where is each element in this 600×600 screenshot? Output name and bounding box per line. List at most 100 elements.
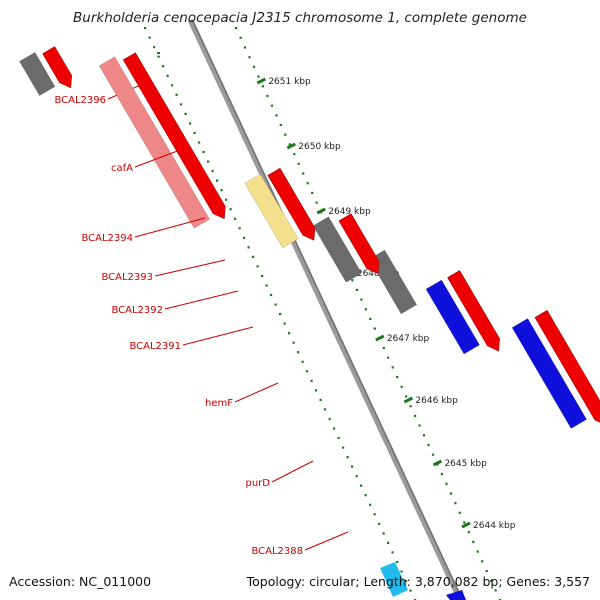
- outer-dotted-guide: [355, 288, 358, 291]
- inner-dotted-guide: [369, 503, 372, 506]
- forward-cds-arrow: [122, 52, 226, 220]
- outer-dotted-guide: [414, 414, 417, 417]
- outer-dotted-guide: [252, 65, 256, 68]
- inner-dotted-guide: [360, 484, 363, 487]
- gene-block: [511, 318, 587, 429]
- inner-dotted-guide: [234, 217, 237, 220]
- outer-dotted-guide: [396, 376, 399, 379]
- outer-dotted-guide: [369, 317, 372, 320]
- outer-dotted-guide: [387, 356, 390, 359]
- outer-dotted-guide: [490, 579, 493, 582]
- outer-dotted-guide: [239, 36, 242, 39]
- outer-dotted-guide: [405, 395, 408, 398]
- gene-label: BCAL2394: [81, 233, 133, 244]
- outer-dotted-guide: [409, 405, 412, 408]
- inner-dotted-guide: [211, 170, 214, 173]
- outer-dotted-guide: [373, 327, 376, 330]
- outer-dotted-guide: [315, 201, 318, 204]
- inner-dotted-guide: [270, 293, 273, 297]
- inner-dotted-guide: [391, 551, 394, 554]
- outer-dotted-guide: [494, 589, 497, 592]
- inner-dotted-guide: [166, 74, 169, 77]
- inner-dotted-guide: [153, 46, 156, 49]
- gene-leader-line: [134, 217, 206, 238]
- backbone-outer: [187, 18, 463, 600]
- inner-dotted-guide: [229, 208, 232, 211]
- accession-label: Accession: NC_011000: [9, 574, 152, 589]
- inner-dotted-guide: [328, 417, 331, 421]
- gene-leader-line: [271, 460, 314, 483]
- outer-dotted-guide: [284, 133, 287, 136]
- forward-cds-arrow: [267, 167, 316, 241]
- outer-dotted-guide: [440, 473, 443, 476]
- outer-dotted-guide: [266, 94, 269, 98]
- inner-dotted-guide: [409, 589, 412, 592]
- inner-dotted-guide: [256, 265, 259, 268]
- outer-dotted-guide: [306, 182, 309, 185]
- outer-dotted-guide: [275, 114, 278, 117]
- scale-label: 2646 kbp: [415, 396, 458, 406]
- outer-dotted-guide: [248, 56, 251, 59]
- gene-block-partial: [380, 562, 408, 597]
- inner-dotted-guide: [279, 313, 282, 316]
- outer-dotted-guide: [422, 434, 426, 437]
- inner-dotted-guide: [288, 332, 291, 335]
- outer-dotted-guide: [279, 123, 282, 127]
- inner-dotted-guide: [189, 122, 192, 125]
- gene-label: cafA: [111, 163, 133, 174]
- inner-dotted-guide: [175, 93, 178, 96]
- inner-dotted-guide: [207, 160, 210, 163]
- outer-dotted-guide: [458, 511, 461, 514]
- forward-cds-arrow: [42, 46, 73, 89]
- gene-label: BCAL2396: [54, 95, 106, 106]
- inner-dotted-guide: [261, 274, 264, 278]
- outer-dotted-guide: [364, 308, 367, 311]
- gene-label: BCAL2391: [129, 341, 181, 352]
- inner-dotted-guide: [180, 103, 183, 106]
- scale-tick: [403, 396, 414, 404]
- inner-dotted-guide: [373, 513, 376, 516]
- outer-dotted-guide: [400, 385, 403, 388]
- inner-dotted-guide: [396, 560, 399, 564]
- inner-dotted-guide: [315, 389, 318, 392]
- gene-block: [425, 279, 480, 355]
- scale-label: 2650 kbp: [298, 142, 341, 152]
- outer-dotted-guide: [454, 502, 457, 505]
- outer-dotted-guide: [311, 191, 314, 194]
- inner-dotted-guide: [292, 341, 295, 344]
- gene-leader-line: [134, 149, 181, 168]
- inner-dotted-guide: [342, 446, 345, 449]
- outer-dotted-guide: [257, 75, 260, 78]
- outer-dotted-guide: [418, 424, 421, 427]
- outer-dotted-guide: [261, 85, 264, 88]
- outer-dotted-guide: [463, 521, 466, 524]
- inner-dotted-guide: [283, 322, 286, 325]
- scale-tick: [256, 77, 267, 85]
- outer-dotted-guide: [445, 482, 448, 485]
- scale-tick: [316, 207, 326, 215]
- inner-dotted-guide: [193, 131, 196, 135]
- forward-cds-arrow: [338, 213, 380, 275]
- inner-dotted-guide: [405, 579, 408, 583]
- inner-dotted-guide: [216, 179, 219, 182]
- inner-dotted-guide: [148, 36, 151, 39]
- outer-dotted-guide: [431, 453, 435, 456]
- inner-dotted-guide: [306, 370, 309, 373]
- outer-dotted-guide: [472, 540, 475, 543]
- gene-label: BCAL2392: [111, 305, 163, 316]
- inner-dotted-guide: [252, 255, 255, 258]
- gene-label: hemF: [205, 398, 233, 409]
- gene-leader-line: [234, 382, 279, 403]
- outer-dotted-guide: [391, 366, 394, 369]
- inner-dotted-guide: [220, 189, 223, 192]
- outer-dotted-guide: [297, 162, 300, 165]
- gene-leader-line: [164, 290, 239, 310]
- gene-label: purD: [246, 478, 271, 489]
- gene-label: BCAL2388: [251, 546, 303, 557]
- gene-block: [312, 216, 362, 283]
- inner-dotted-guide: [387, 541, 390, 544]
- inner-dotted-guide: [243, 236, 246, 239]
- scale-tick: [286, 142, 296, 150]
